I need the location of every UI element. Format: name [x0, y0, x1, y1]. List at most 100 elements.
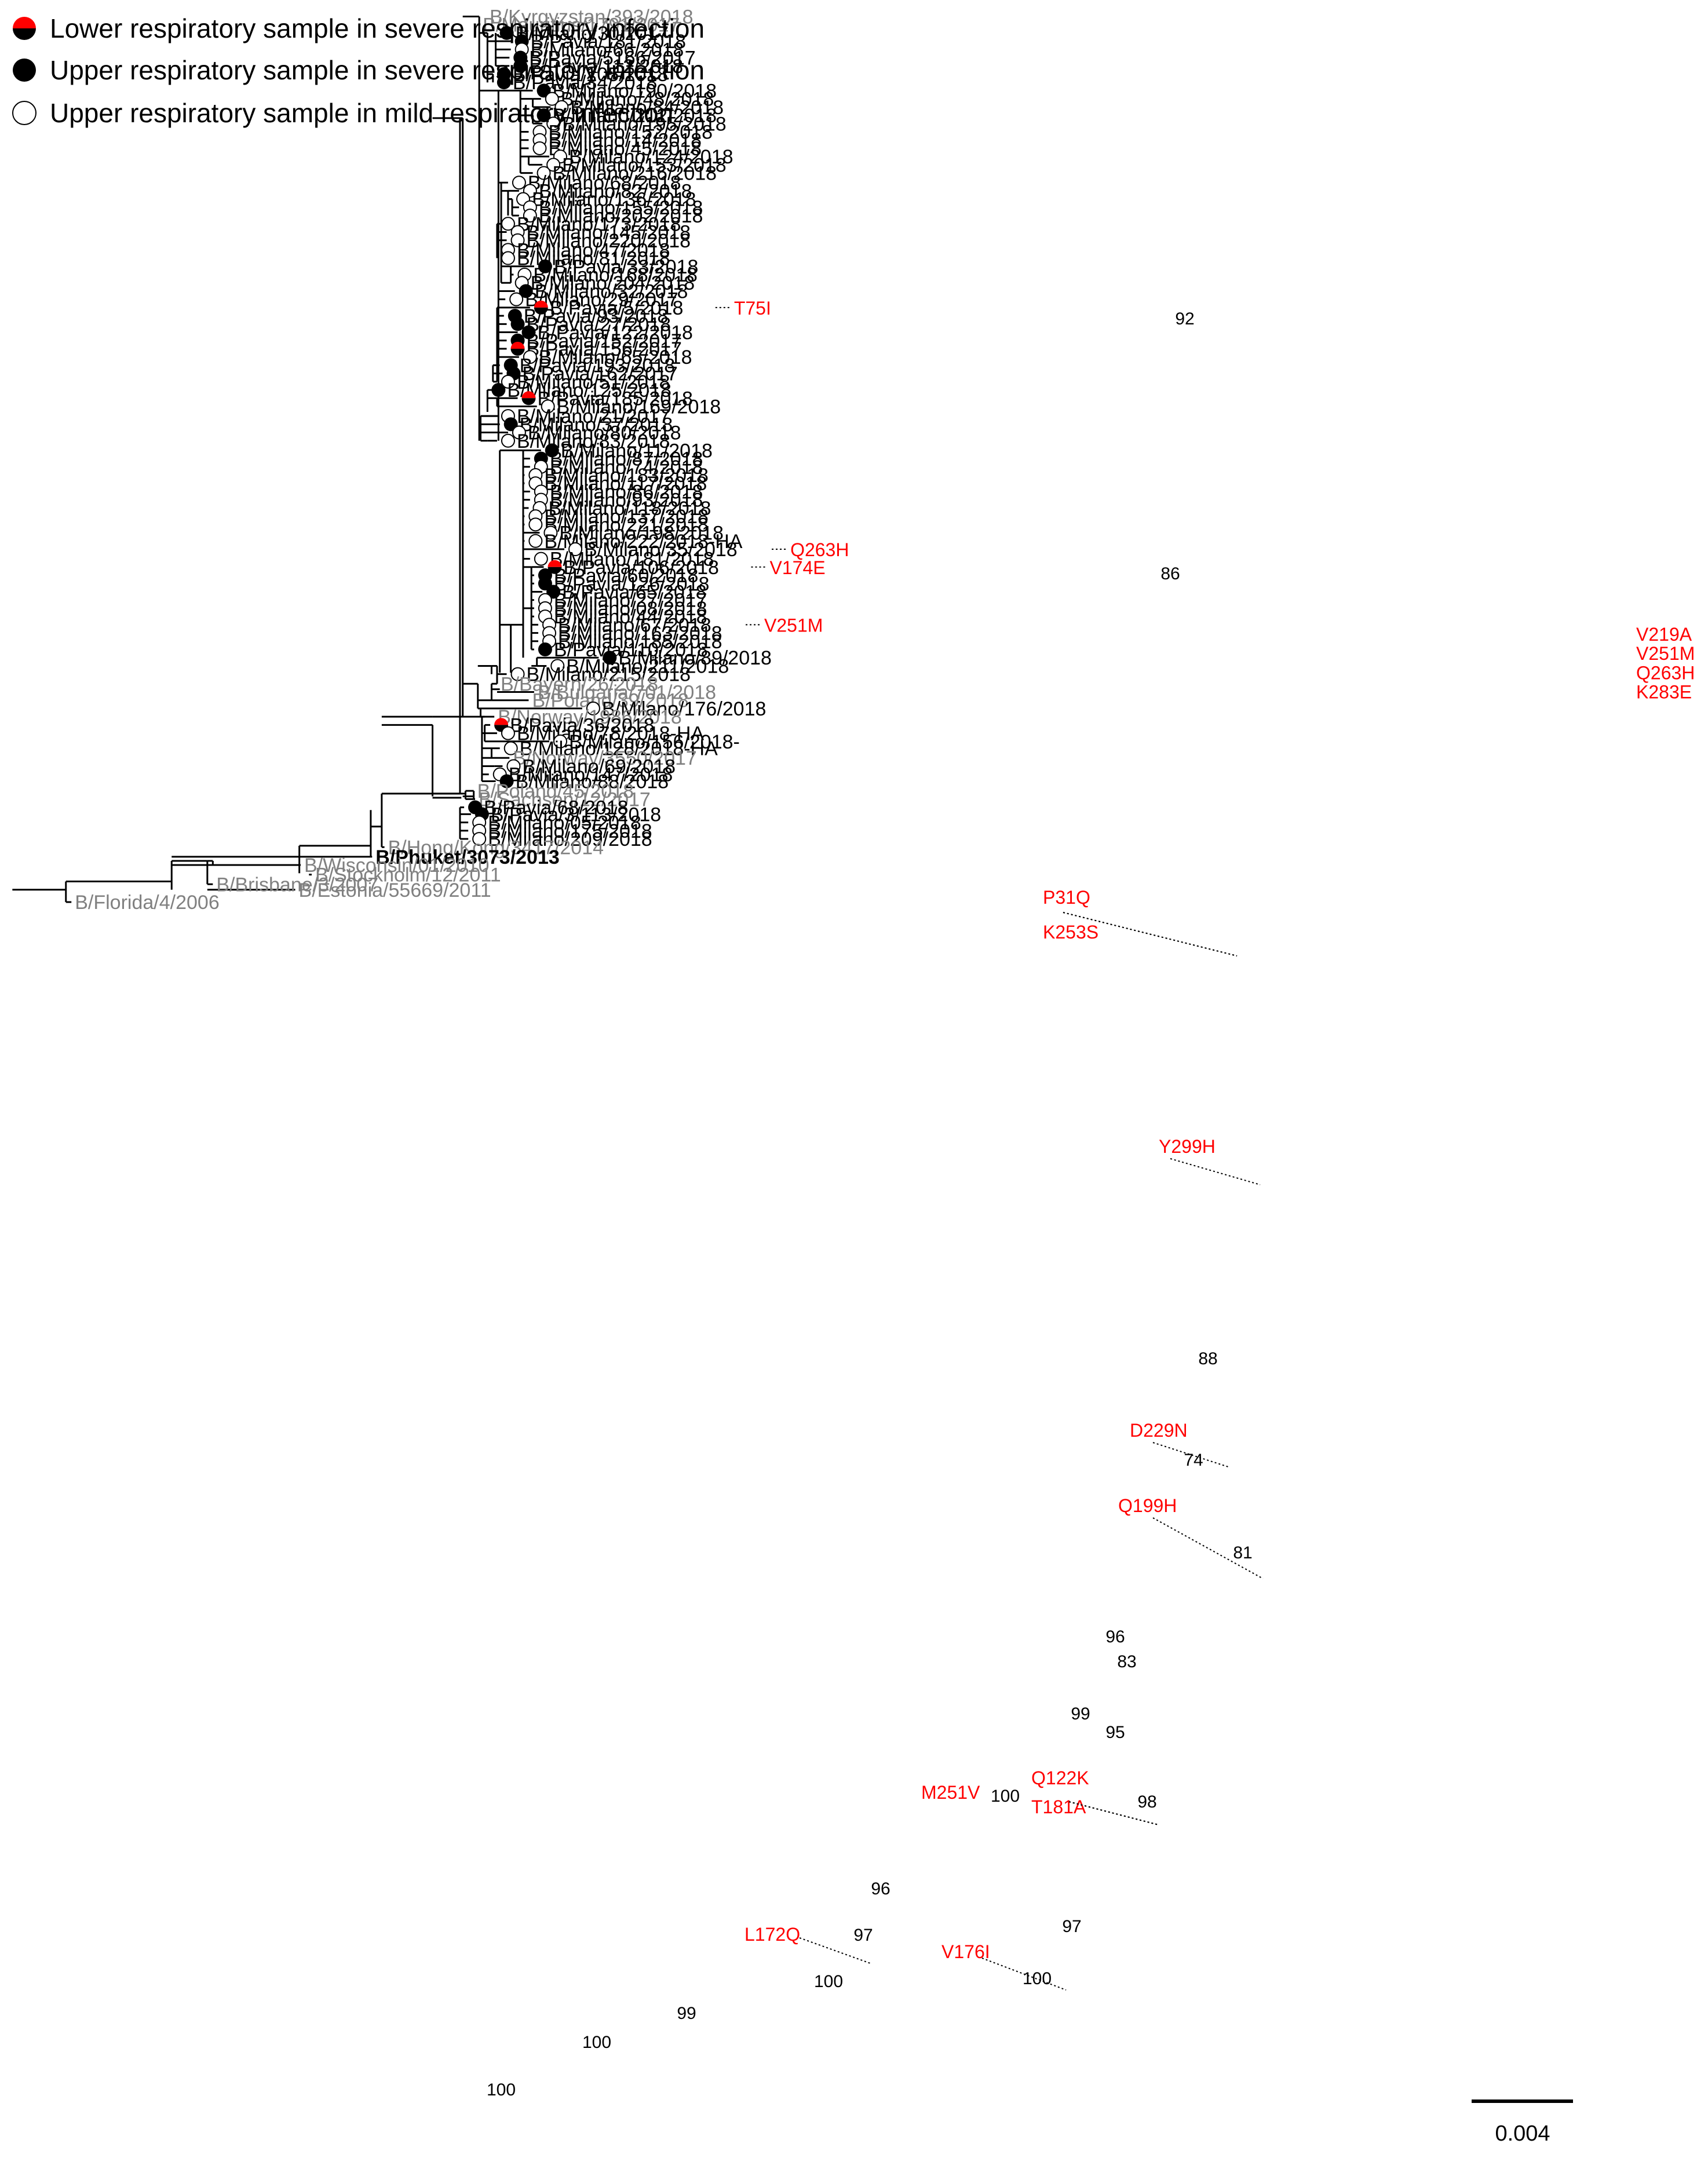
open-circle-icon — [528, 534, 543, 548]
taxon-label: B/Kyrgyzstan/393/2018 — [490, 6, 694, 28]
branch-mutation-label: L172Q — [744, 1924, 800, 1945]
filled-circle-icon — [499, 774, 514, 788]
taxon-label: B/Milano/29/2017 — [509, 289, 678, 311]
taxon-label: B/Milano/202/2018 — [523, 205, 703, 227]
taxon-name: B/Pavia/122/2018 — [537, 322, 692, 344]
taxon-label: B/Milano/84/2018 — [554, 97, 724, 119]
half-red-circle-icon — [521, 391, 536, 399]
taxon-name: B/Milano/185/2018 — [558, 631, 722, 653]
open-circle-icon — [537, 166, 551, 180]
taxon-label: B/Bulgaria/701/2018 — [538, 681, 716, 703]
taxon-label: B/Milano/35/2018 — [568, 539, 738, 561]
taxon-label: B/Milano/82/2018 — [523, 180, 692, 202]
taxon-name: B/Milano/82/2018 — [539, 180, 692, 202]
taxon-label: B/Pavia/193/2018 — [503, 355, 675, 377]
mutation-label: K283E — [1636, 682, 1692, 703]
taxon-name: B/Milano/118/2018 — [548, 498, 711, 520]
taxon-name: B/Pavia/3/113/2018 — [491, 804, 661, 826]
half-red-circle-icon — [13, 17, 36, 40]
taxon-name: B/Milano/88/2018 — [516, 771, 669, 793]
open-circle-icon — [501, 251, 515, 265]
open-circle-icon — [586, 701, 600, 715]
filled-circle-icon — [510, 317, 525, 331]
taxon-label: B/Pavia/36/2018 — [494, 714, 655, 736]
legend-lower-severe-label: Lower respiratory sample in severe respi… — [50, 13, 705, 43]
branch-mutation-label: Q199H — [1118, 1495, 1177, 1516]
taxon-name: B/Milano/29/2017 — [525, 289, 678, 311]
taxon-name: B/Milano/21/2017 — [517, 406, 670, 428]
taxon-label: B/Milano/68/2018 — [512, 172, 681, 194]
taxon-name: B/Pavia/36/2018 — [510, 714, 655, 736]
taxon-name: B/Milano/65/2018 — [539, 346, 692, 368]
mutation-leader — [1068, 1801, 1159, 1825]
taxon-name: B/Milano/198/2018 — [559, 523, 724, 545]
open-circle-icon — [506, 759, 521, 773]
taxon-name: B/Pavia/60/2018 — [554, 565, 699, 587]
taxon-label: B/Milano/152/2018 — [532, 122, 713, 144]
taxon-name: B/Milano/175/2018 — [488, 820, 652, 842]
taxon-name: B/Milano/163/2018 — [558, 623, 722, 645]
taxon-name: B/Milano/78/2018-HA — [517, 723, 705, 745]
open-circle-icon — [528, 517, 543, 532]
taxon-name: B/Milano/47/2018 — [517, 239, 670, 261]
taxon-label: B/Milano/86/2018 — [534, 481, 703, 503]
taxon-label: B/Milano/74/2018 — [534, 457, 703, 479]
taxon-name: B/Milano/87/2018 — [550, 448, 703, 470]
mutation-label: Q263H — [1636, 662, 1695, 683]
taxon-name: B/Pavia/181/2018 — [531, 31, 686, 53]
taxon-label: B/Pavia/122/2018 — [521, 322, 693, 344]
taxon-name: B/Norway/3550/2017 — [513, 747, 697, 769]
taxon-label: B/Brisbane/3/2007 — [216, 874, 378, 896]
branch-mutation-label: V176I — [941, 1941, 990, 1962]
taxon-name: B/Milano/190/2018 — [553, 80, 717, 102]
open-circle-icon — [510, 667, 525, 681]
bootstrap-value: 81 — [1233, 1543, 1252, 1562]
open-circle-icon — [501, 374, 515, 389]
taxon-name: B/Estonia/55669/2011 — [299, 879, 491, 901]
taxon-label: B/Milano/198/2018 — [543, 523, 724, 545]
taxon-label: B/Pavia/185/2018 — [521, 388, 693, 410]
taxon-name: B/Milano/195/2018 — [562, 113, 727, 135]
open-circle-icon — [534, 552, 548, 566]
bootstrap-value: 96 — [871, 1879, 890, 1898]
taxon-name: B/Milano/27/2017 — [554, 590, 707, 612]
taxon-label: B/Milano/30/2017 — [499, 23, 669, 45]
bootstrap-value: 100 — [582, 2033, 611, 2052]
taxon-label: B/Milano/05/2018 — [472, 812, 641, 834]
taxon-label: B/Milano/65/2018 — [523, 346, 692, 368]
taxon-label: B/Milano/136/2018 — [516, 189, 696, 211]
taxon-name: B/Milano/80/2018 — [528, 422, 681, 444]
taxon-label: B/Milano/215/2018 — [510, 664, 691, 686]
filled-circle-icon — [497, 75, 511, 90]
open-circle-icon — [501, 217, 515, 231]
taxon-label: B/Milano/137/2018 — [528, 506, 709, 528]
taxon-name: B/Milano/35/2018 — [584, 539, 738, 561]
taxon-label: B/Milano/37/2018 — [503, 414, 673, 436]
filled-circle-icon — [491, 383, 506, 397]
taxon-label: B/Milano/212/2018 — [537, 105, 717, 127]
taxon-label: B/Milano/47/2018 — [501, 239, 670, 261]
taxon-label: B/Milano/27/2017 — [538, 590, 707, 612]
taxon-label: B/Milano/168/2018 — [517, 264, 698, 286]
mutation-label: V251M — [1636, 643, 1695, 664]
taxon-name: B/Milano/211/2018 — [566, 655, 729, 677]
taxon-label: B/Pavia/93/2018 — [508, 305, 668, 327]
taxon-label: B/Pavia/112/2018 — [513, 56, 683, 78]
filled-circle-icon — [603, 651, 617, 665]
taxon-label: B/Milano/89/2018 — [603, 647, 772, 669]
taxon-name: B/Milano/152/2018 — [548, 122, 713, 144]
branch-mutation-label: Y299H — [1159, 1136, 1216, 1157]
taxon-name: B/Pavia/126/2018 — [554, 573, 709, 595]
taxon-label: B/Norway/1986/2018 — [498, 706, 682, 728]
taxon-name: B/Milano/220/2018 — [527, 230, 691, 252]
filled-circle-icon — [538, 259, 552, 273]
taxon-name: B/Milano/173/2018 — [517, 213, 681, 235]
taxon-name: B/Milano/183/2018 — [544, 465, 709, 487]
tree-tips: B/Kyrgyzstan/393/2018B/Mauritius/1791/20… — [75, 6, 772, 914]
bootstrap-value: 100 — [814, 1972, 843, 1991]
open-circle-icon — [568, 542, 583, 556]
taxon-name: B/Mauritius/1791/2017 — [483, 14, 680, 36]
taxon-label: B/Milano/88/2018 — [499, 771, 669, 793]
